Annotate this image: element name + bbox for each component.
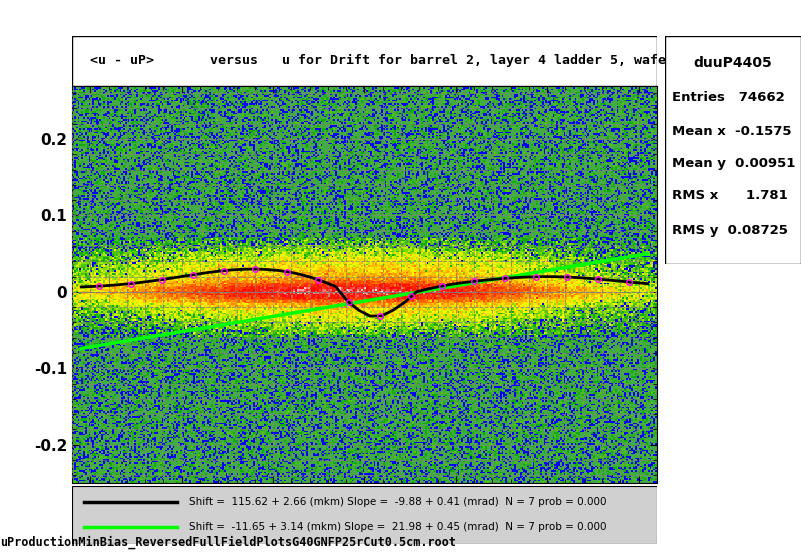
Text: Shift =  -11.65 + 3.14 (mkm) Slope =  21.98 + 0.45 (mrad)  N = 7 prob = 0.000: Shift = -11.65 + 3.14 (mkm) Slope = 21.9… (189, 523, 606, 533)
Text: duuP4405: duuP4405 (694, 56, 772, 70)
Text: Mean x  -0.1575: Mean x -0.1575 (671, 125, 791, 139)
Text: Shift =  115.62 + 2.66 (mkm) Slope =  -9.88 + 0.41 (mrad)  N = 7 prob = 0.000: Shift = 115.62 + 2.66 (mkm) Slope = -9.8… (189, 497, 606, 507)
Text: RMS y  0.08725: RMS y 0.08725 (671, 224, 787, 237)
Text: <u - uP>       versus   u for Drift for barrel 2, layer 4 ladder 5, wafer 4: <u - uP> versus u for Drift for barrel 2… (90, 54, 690, 67)
Text: Mean y  0.00951: Mean y 0.00951 (671, 157, 795, 171)
Text: uProductionMinBias_ReversedFullFieldPlotsG40GNFP25rCut0.5cm.root: uProductionMinBias_ReversedFullFieldPlot… (0, 536, 456, 549)
Text: Entries   74662: Entries 74662 (671, 91, 784, 104)
Text: RMS x      1.781: RMS x 1.781 (671, 189, 787, 203)
